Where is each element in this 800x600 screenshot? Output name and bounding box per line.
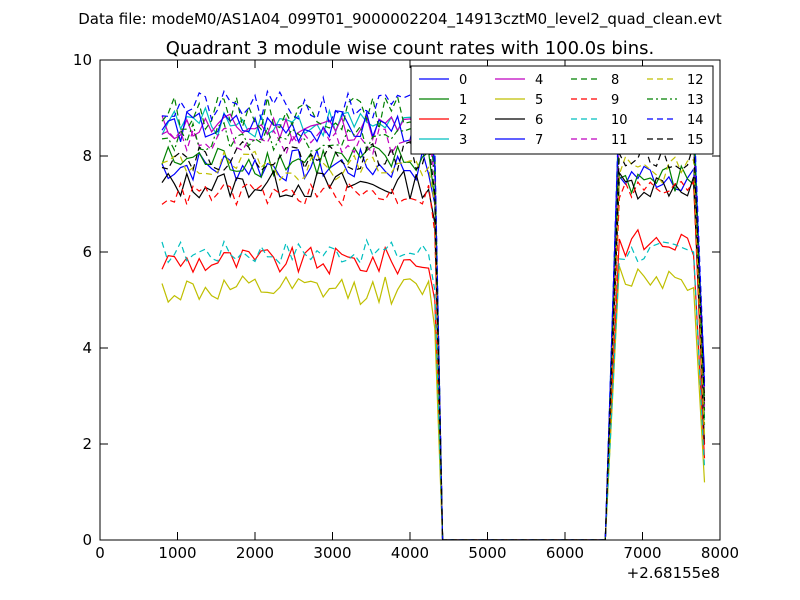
x-tick-label: 6000 [546, 544, 584, 562]
legend-label-14: 14 [687, 113, 704, 128]
series-line-9 [161, 180, 706, 540]
series-line-0 [161, 147, 706, 540]
chart-suptitle: Data file: modeM0/AS1A04_099T01_90000022… [78, 10, 722, 29]
series-line-14 [161, 83, 706, 540]
legend-label-7: 7 [535, 133, 543, 148]
series-line-10 [161, 238, 706, 540]
legend-label-9: 9 [611, 93, 619, 108]
x-tick-label: 8000 [701, 544, 739, 562]
x-tick-label: 7000 [623, 544, 661, 562]
series-line-1 [161, 144, 706, 540]
series-layer [161, 83, 706, 540]
y-tick-label: 2 [82, 435, 92, 453]
x-tick-label: 4000 [391, 544, 429, 562]
legend-label-5: 5 [535, 93, 543, 108]
legend-label-2: 2 [459, 113, 467, 128]
legend-label-4: 4 [535, 73, 543, 88]
x-tick-label: 2000 [236, 544, 274, 562]
series-line-13 [161, 112, 706, 540]
legend-label-15: 15 [687, 133, 704, 148]
series-line-15 [161, 140, 706, 540]
series-line-5 [161, 265, 706, 540]
legend-label-0: 0 [459, 73, 467, 88]
legend-label-13: 13 [687, 93, 704, 108]
legend-label-8: 8 [611, 73, 619, 88]
y-tick-label: 0 [82, 531, 92, 549]
legend-label-6: 6 [535, 113, 543, 128]
legend-label-11: 11 [611, 133, 628, 148]
x-tick-label: 1000 [158, 544, 196, 562]
legend-label-1: 1 [459, 93, 467, 108]
legend-box [410, 65, 714, 155]
series-line-2 [161, 228, 706, 540]
legend-label-3: 3 [459, 133, 467, 148]
legend-label-12: 12 [687, 73, 704, 88]
x-tick-label: 3000 [313, 544, 351, 562]
x-tick-label: 5000 [468, 544, 506, 562]
series-line-12 [161, 150, 706, 540]
legend-label-10: 10 [611, 113, 628, 128]
chart-title: Quadrant 3 module wise count rates with … [166, 38, 655, 59]
y-tick-label: 10 [73, 51, 92, 69]
x-tick-label: 0 [95, 544, 105, 562]
y-tick-label: 4 [82, 339, 92, 357]
y-tick-label: 6 [82, 243, 92, 261]
series-line-6 [161, 169, 706, 540]
x-offset-label: +2.68155e8 [627, 564, 720, 582]
y-tick-label: 8 [82, 147, 92, 165]
